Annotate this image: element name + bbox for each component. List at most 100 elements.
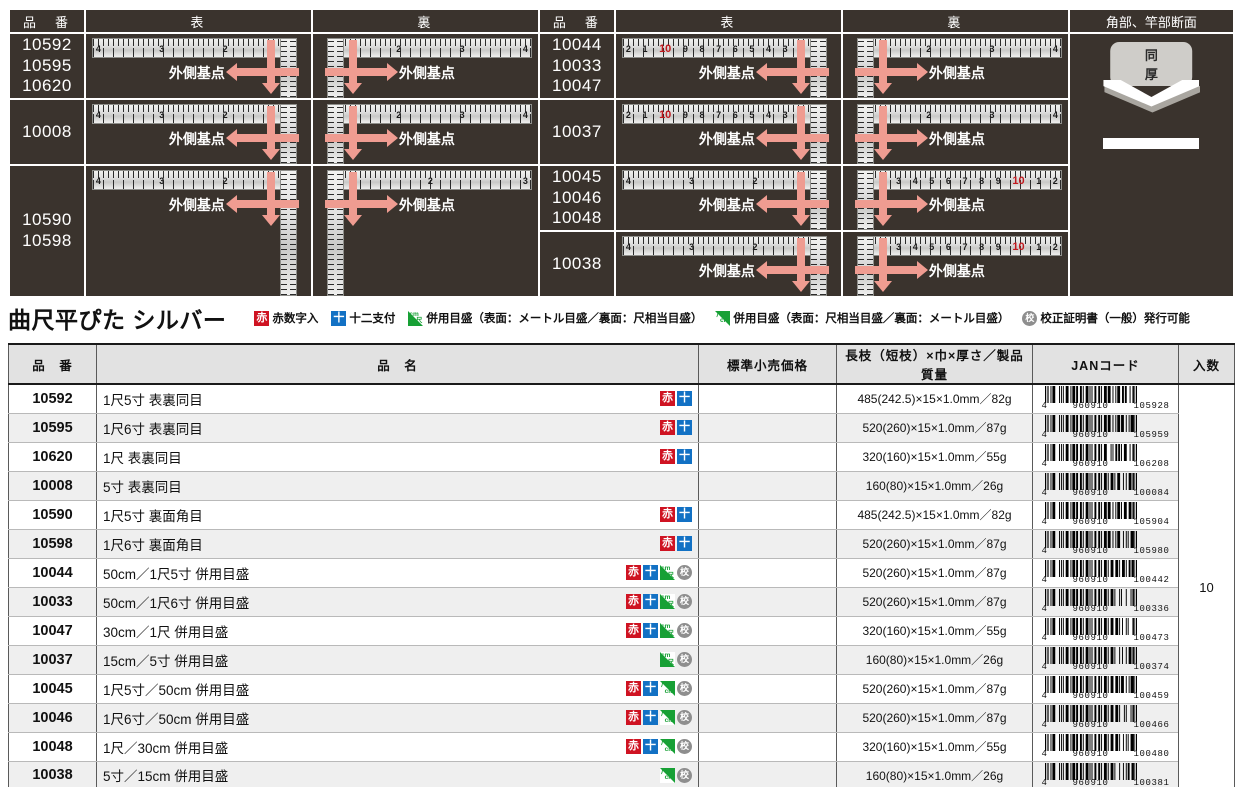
- product-feature-icons: 赤十 cm 尺校: [626, 623, 692, 638]
- ruler-tick-marks: [329, 39, 531, 46]
- barcode-graphic: [1044, 676, 1137, 693]
- barcode-digits: 4 960910 105959: [1042, 431, 1170, 440]
- arrow-head-icon: [873, 281, 892, 292]
- legend-item-red-number-badge: 赤赤数字入: [254, 310, 318, 326]
- dark-table-row: 10008 4321 外側基点 1234 外側基点 10037 2110987654321 外…: [10, 100, 1233, 164]
- jan-group-1: 960910: [1072, 604, 1109, 614]
- ruler-long-arm: 1234: [858, 38, 1062, 58]
- table-row[interactable]: 10044 50cm／1尺5寸 併用目盛 赤十 cm 尺校 520(260)×15×1.0…: [8, 558, 1235, 588]
- table-row[interactable]: 10590 1尺5寸 裏面角目 赤十 485(242.5)×15×1.0mm／82g 4…: [8, 500, 1235, 530]
- ruler-illustration: 1234 外側基点: [843, 100, 1068, 164]
- ruler-illustration: 1234567891012 外側基点: [843, 232, 1068, 296]
- cell-jan-code: 4 960910 100442: [1032, 558, 1179, 588]
- product-name-text: 1尺6寸 裏面角目: [103, 537, 203, 553]
- outer-reference-point-label: 外側基点: [398, 131, 455, 147]
- jan-group-2: 105904: [1133, 517, 1170, 527]
- ruler-tick-marks: [289, 171, 296, 295]
- arrow-head-icon: [916, 129, 928, 147]
- table-row[interactable]: 10045 1尺5寸／50cm 併用目盛 赤十尺 cm 校 520(260)×15×1.0…: [8, 674, 1235, 704]
- barcode-graphic: [1044, 531, 1137, 548]
- cell-jan-code: 4 960910 105928: [1032, 384, 1179, 414]
- table-row[interactable]: 10595 1尺6寸 表裏同目 赤十 520(260)×15×1.0mm／87g 4 96…: [8, 413, 1235, 443]
- arrow-head-icon: [386, 129, 398, 147]
- jan-group-1: 960910: [1072, 720, 1109, 730]
- vertical-reference-arrow: [348, 172, 357, 216]
- ruler-tick-marks: [622, 171, 824, 178]
- table-row[interactable]: 10046 1尺6寸／50cm 併用目盛 赤十尺 cm 校 520(260)×15×1.0…: [8, 703, 1235, 733]
- ruler-scale-numbers: 1234: [333, 110, 528, 120]
- dual-scale-cm-shaku-badge-icon: cm 尺: [408, 310, 424, 326]
- cell-jan-code: 4 960910 100381: [1032, 761, 1179, 787]
- table-row[interactable]: 10033 50cm／1尺6寸 併用目盛 赤十 cm 尺校 520(260)×15×1.0…: [8, 587, 1235, 617]
- jan-group-2: 106208: [1133, 459, 1170, 469]
- arrow-head-icon: [791, 83, 810, 94]
- table-row[interactable]: 10598 1尺6寸 裏面角目 赤十 520(260)×15×1.0mm／87g 4 96…: [8, 529, 1235, 559]
- cell-price: [698, 732, 837, 762]
- product-name-text: 15cm／5寸 併用目盛: [103, 653, 229, 669]
- product-feature-icons: 赤十: [660, 449, 692, 464]
- ruler-tick-marks: [622, 39, 824, 46]
- table-row[interactable]: 10038 5寸／15cm 併用目盛 尺 cm 校 160(80)×15×1.0mm／26…: [8, 761, 1235, 787]
- ruler-tick-marks: [329, 114, 531, 123]
- ruler-illustration: 2110987654321 外側基点: [616, 34, 841, 98]
- barcode: 4 960910 106208: [1039, 444, 1172, 469]
- table-row[interactable]: 10037 15cm／5寸 併用目盛 cm 尺校 160(80)×15×1.0mm／26…: [8, 645, 1235, 675]
- barcode-graphic: [1044, 705, 1137, 722]
- outer-reference-point-label: 外側基点: [928, 197, 985, 213]
- chevron-profile-icon: [1103, 80, 1201, 120]
- barcode-graphic: [1044, 415, 1137, 432]
- red-number-badge-icon: 赤: [254, 310, 270, 326]
- product-number-cell: 10008: [10, 100, 84, 164]
- ruler-tick-marks: [622, 105, 824, 112]
- cell-product-number: 10045: [8, 674, 97, 704]
- ruler-tick-marks: [859, 48, 1061, 57]
- table-row[interactable]: 10047 30cm／1尺 併用目盛 赤十 cm 尺校 320(160)×15×1.0mm…: [8, 616, 1235, 646]
- jan-group-2: 105980: [1133, 546, 1170, 556]
- ruler-tick-marks: [622, 114, 824, 123]
- product-number: 10047: [552, 76, 602, 96]
- cell-dimensions: 520(260)×15×1.0mm／87g: [836, 413, 1033, 443]
- table-row[interactable]: 10008 5寸 表裏同目 160(80)×15×1.0mm／26g 4 960910 1…: [8, 471, 1235, 501]
- barcode: 4 960910 100442: [1039, 560, 1172, 585]
- jan-group-1: 960910: [1072, 575, 1109, 585]
- arrow-head-icon: [386, 195, 398, 213]
- outer-reference-point-label: 外側基点: [698, 65, 755, 81]
- table-row[interactable]: 10620 1尺 表裏同目 赤十 320(160)×15×1.0mm／55g 4 9609…: [8, 442, 1235, 472]
- arrow-head-icon: [225, 129, 237, 147]
- calibration-badge-icon: 校: [677, 565, 692, 580]
- header-quantity: 入数: [1178, 343, 1235, 385]
- arrow-head-icon: [343, 215, 362, 226]
- table-row[interactable]: 10592 1尺5寸 表裏同目赤十 485(242.5)×15×1.0mm／82g 4…: [8, 384, 1235, 787]
- ruler-long-arm: 2110987654321: [621, 104, 825, 124]
- product-name-text: 50cm／1尺5寸 併用目盛: [103, 566, 250, 582]
- arrow-head-icon: [791, 215, 810, 226]
- ruler-illustration: 4321 外側基点: [86, 34, 311, 98]
- ruler-long-arm: 2110987654321: [621, 38, 825, 58]
- zodiac-badge-icon: 十: [677, 507, 692, 522]
- ruler-illustration: 1234 外側基点: [313, 34, 538, 98]
- table-row[interactable]: 10048 1尺／30cm 併用目盛 赤十尺 cm 校 320(160)×15×1.0mm…: [8, 732, 1235, 762]
- product-name-text: 30cm／1尺 併用目盛: [103, 624, 229, 640]
- ruler-scale-numbers: 1234567891012: [863, 175, 1058, 187]
- product-number: 10048: [552, 208, 602, 228]
- barcode: 4 960910 105980: [1039, 531, 1172, 556]
- jan-group-1: 960910: [1072, 777, 1109, 787]
- product-name-text: 1尺5寸 裏面角目: [103, 508, 203, 524]
- barcode-graphic: [1044, 734, 1137, 751]
- barcode-digits: 4 960910 100473: [1042, 634, 1170, 643]
- cell-dimensions: 520(260)×15×1.0mm／87g: [836, 587, 1033, 617]
- cell-product-number: 10037: [8, 645, 97, 675]
- cell-price: [698, 674, 837, 704]
- cell-product-name: 50cm／1尺5寸 併用目盛 赤十 cm 尺校: [96, 558, 699, 588]
- cell-dimensions: 160(80)×15×1.0mm／26g: [836, 645, 1033, 675]
- jan-prefix-digit: 4: [1041, 777, 1048, 787]
- cell-product-name: 1尺5寸 表裏同目 赤十: [96, 384, 699, 414]
- dual-scale-shaku-cm-badge-icon: 尺 cm: [660, 767, 675, 783]
- dark-table-row: 1059210595106204321外側基点1234外側基点100441003…: [10, 34, 1233, 296]
- ruler-illustration: 123 外側基点: [313, 166, 538, 296]
- cell-product-name: 1尺6寸 裏面角目 赤十: [96, 529, 699, 559]
- zodiac-badge-icon: 十: [677, 420, 692, 435]
- cell-price: [698, 384, 837, 414]
- cell-product-name: 1尺5寸／50cm 併用目盛 赤十尺 cm 校: [96, 674, 699, 704]
